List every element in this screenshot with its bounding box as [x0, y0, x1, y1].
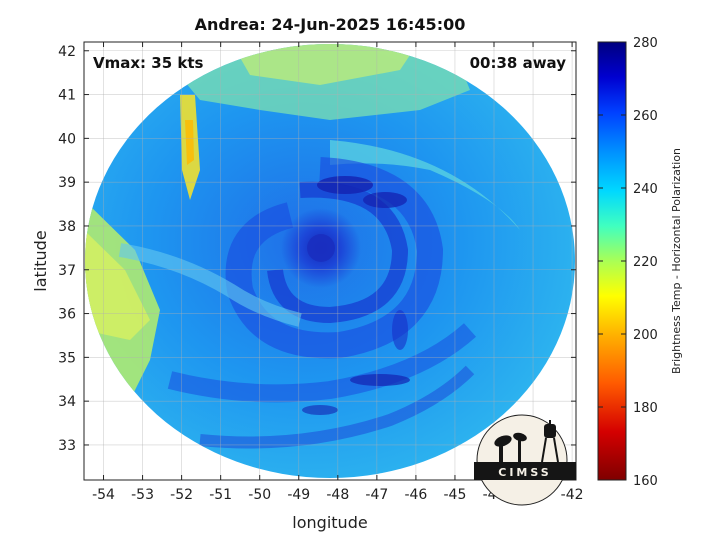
y-tick-label: 33	[58, 438, 76, 454]
axes-frame	[83, 41, 577, 481]
colorbar-ticks: 160 180 200 220 240 260 280	[598, 36, 658, 489]
colorbar-tick-label: 160	[633, 474, 658, 489]
grid-lines	[84, 42, 576, 480]
x-tick-label: -48	[326, 487, 349, 503]
colorbar-tick-label: 240	[633, 182, 658, 197]
satellite-dish-icon	[494, 432, 527, 462]
plot-area: -54-53-52-51-50-49-48-47-46-45-44-43-42 …	[58, 41, 584, 506]
y-axis-ticks: 33 34 35 36 37 38 39 40 41 42	[58, 44, 576, 454]
y-tick-label: 34	[58, 394, 76, 410]
y-tick-label: 39	[58, 175, 76, 191]
x-tick-label: -45	[444, 487, 467, 503]
x-tick-label: -42	[561, 487, 584, 503]
time-away-label: 00:38 away	[470, 54, 567, 72]
colorbar-label: Brightness Temp - Horizontal Polarizatio…	[670, 148, 683, 374]
y-tick-label: 36	[58, 307, 76, 323]
y-axis-label: latitude	[31, 230, 50, 291]
x-tick-label: -52	[170, 487, 193, 503]
y-tick-label: 40	[58, 131, 76, 147]
y-tick-label: 35	[58, 350, 76, 366]
x-tick-label: -51	[209, 487, 232, 503]
colorbar-tick-label: 180	[633, 401, 658, 416]
colorbar-tick-label: 260	[633, 109, 658, 124]
vmax-label: Vmax: 35 kts	[93, 54, 203, 72]
colorbar-tick-label: 280	[633, 36, 658, 51]
cimss-logo: CIMSS	[474, 414, 576, 506]
y-tick-label: 37	[58, 263, 76, 279]
logo-text: CIMSS	[498, 466, 551, 479]
x-tick-label: -46	[404, 487, 427, 503]
x-tick-label: -49	[287, 487, 310, 503]
y-tick-label: 41	[58, 88, 76, 104]
colorbar-tick-label: 200	[633, 328, 658, 343]
x-axis-label: longitude	[292, 513, 367, 532]
colorbar-tick-label: 220	[633, 255, 658, 270]
x-tick-label: -50	[248, 487, 271, 503]
colorbar: 160 180 200 220 240 260 280 Brightness Temp - …	[597, 36, 683, 489]
tower-icon	[541, 420, 559, 463]
chart-title: Andrea: 24-Jun-2025 16:45:00	[195, 15, 466, 34]
x-tick-label: -47	[365, 487, 388, 503]
y-tick-label: 42	[58, 44, 76, 60]
y-tick-label: 38	[58, 219, 76, 235]
x-tick-label: -53	[131, 487, 154, 503]
x-tick-label: -54	[92, 487, 115, 503]
